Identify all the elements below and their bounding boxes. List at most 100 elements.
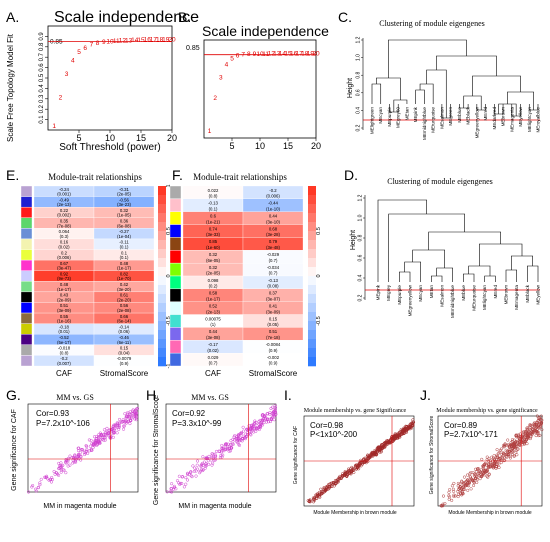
panel-e-cell-value: 0.56 xyxy=(120,303,129,308)
panel-f-legend-bar xyxy=(308,285,316,295)
panel-e-cell xyxy=(93,355,155,367)
panel-i-point xyxy=(380,443,384,447)
panel-j-point xyxy=(483,461,487,465)
panel-j-point xyxy=(536,424,540,428)
panel-g-point xyxy=(102,433,106,437)
panel-f-module-swatch xyxy=(169,288,182,302)
panel-g-point xyxy=(135,407,139,411)
panel-e-cell-value: 0.2 xyxy=(61,250,68,255)
panel-f-module-swatch xyxy=(169,301,182,315)
panel-i-point xyxy=(320,491,324,495)
panel-c-leaf: MEroyalblue xyxy=(536,107,541,133)
panel-a-xtick: 10 xyxy=(105,133,115,143)
panel-a-ytick: 0.4 xyxy=(39,84,45,93)
panel-c-ytick: 1.2 xyxy=(356,36,362,43)
panel-d-leaf: MEgreenyellow xyxy=(408,284,413,316)
panel-e-cell-value: -0.49 xyxy=(59,197,69,202)
panel-h-point xyxy=(251,424,256,428)
panel-e-legend-bar xyxy=(158,258,166,268)
panel-h-point xyxy=(238,438,242,442)
panel-e-cell-value: 0.67 xyxy=(60,261,69,266)
panel-g-point xyxy=(115,421,119,425)
panel-j-point xyxy=(482,465,486,469)
panel-a-point: 7 xyxy=(90,42,94,49)
panel-a-point: 10 xyxy=(106,39,114,46)
panel-g: G. MM vs. GS Gene significance for CAF M… xyxy=(6,387,139,510)
panel-i-point xyxy=(411,422,415,426)
panel-h-point xyxy=(245,427,249,431)
panel-a-ytick: 0.8 xyxy=(39,42,45,51)
panel-f-cell-value: 0.00075 xyxy=(205,316,221,321)
panel-c-branch xyxy=(415,89,425,104)
panel-i-point xyxy=(324,488,328,492)
panel-e-legend-bar xyxy=(158,249,166,259)
panel-e-legend-bar xyxy=(158,213,166,223)
panel-j-point xyxy=(514,450,518,454)
panel-e-cell-p: (0.8) xyxy=(60,350,69,355)
panel-g-point xyxy=(105,430,109,434)
panel-f-title: Module-trait relationships xyxy=(193,172,287,182)
panel-g-point xyxy=(100,437,104,441)
panel-f-legend-bar xyxy=(308,330,316,340)
panel-d-branch xyxy=(428,231,501,250)
panel-a-point: 11 xyxy=(113,38,120,45)
panel-f-cell-p: (3e-08) xyxy=(206,335,220,340)
panel-i-point xyxy=(338,477,342,481)
panel-f-cell-p: (0.7) xyxy=(269,271,278,276)
panel-e-cell-p: (0.01) xyxy=(58,329,70,334)
panel-i-point xyxy=(307,500,311,504)
panel-g-point xyxy=(124,419,128,423)
panel-i: I. Module membership vs. gene Significan… xyxy=(284,387,416,516)
panel-i-point xyxy=(345,474,349,479)
panel-c-leaf: MElightcyan xyxy=(527,107,532,132)
panel-e-cell-value: 0.92 xyxy=(60,271,69,276)
panel-j-cor: Cor=0.89 xyxy=(444,421,478,430)
panel-h-point xyxy=(254,426,258,430)
panel-h: H. MM vs. GS Gene significance for Strom… xyxy=(146,387,278,510)
panel-e-legend-bar xyxy=(158,312,166,322)
panel-e-cell-p: (3e-23) xyxy=(117,202,131,207)
panel-i-point xyxy=(349,472,353,476)
panel-h-point xyxy=(180,475,184,479)
panel-h-letter: H. xyxy=(146,387,160,403)
panel-h-point xyxy=(185,478,190,482)
panel-i-point xyxy=(333,478,338,483)
panel-e-cell-p: (6e-14) xyxy=(117,319,131,324)
panel-j-point xyxy=(487,472,491,476)
panel-f-cell-p: (0.9) xyxy=(269,348,278,353)
panel-h-point xyxy=(239,431,243,436)
panel-j-point xyxy=(538,433,542,437)
panel-h-point xyxy=(168,490,173,494)
panel-h-point xyxy=(214,454,218,458)
panel-f-module-swatch xyxy=(169,340,182,354)
panel-d-ytick: 1.2 xyxy=(358,194,364,201)
panel-d-branch xyxy=(505,269,517,282)
panel-i-point xyxy=(359,458,363,462)
panel-f-cell-p: (0.7) xyxy=(269,258,278,263)
panel-e-legend-tick: -0.5 xyxy=(166,316,172,325)
panel-g-point xyxy=(97,439,101,443)
panel-j-point xyxy=(532,426,536,430)
panel-g-point xyxy=(107,431,111,436)
panel-f-cell-p: (7e-18) xyxy=(266,335,280,340)
panel-h-point xyxy=(226,442,230,446)
panel-g-point xyxy=(64,471,68,475)
panel-e-cell-value: -0.018 xyxy=(58,346,71,351)
panel-h-point xyxy=(198,469,202,473)
panel-c-ylabel: Height xyxy=(347,78,354,98)
panel-i-point xyxy=(365,458,369,462)
panel-f-cell-value: -0.0084 xyxy=(266,342,281,347)
panel-e-cell-p: (0.9) xyxy=(120,361,129,366)
panel-e-legend-bar xyxy=(158,357,166,367)
panel-f-legend-bar xyxy=(308,321,316,331)
panel-d-ytick: 1.0 xyxy=(358,214,364,221)
panel-e-cell-value: -0.56 xyxy=(119,197,129,202)
panel-f-cell-p: (0.7) xyxy=(209,361,218,366)
panel-g-point xyxy=(118,417,122,421)
panel-g-point xyxy=(61,463,65,467)
panel-d-branch xyxy=(527,265,539,282)
panel-j-point xyxy=(527,433,531,437)
panel-i-point xyxy=(404,428,408,432)
panel-j-point xyxy=(513,444,517,448)
